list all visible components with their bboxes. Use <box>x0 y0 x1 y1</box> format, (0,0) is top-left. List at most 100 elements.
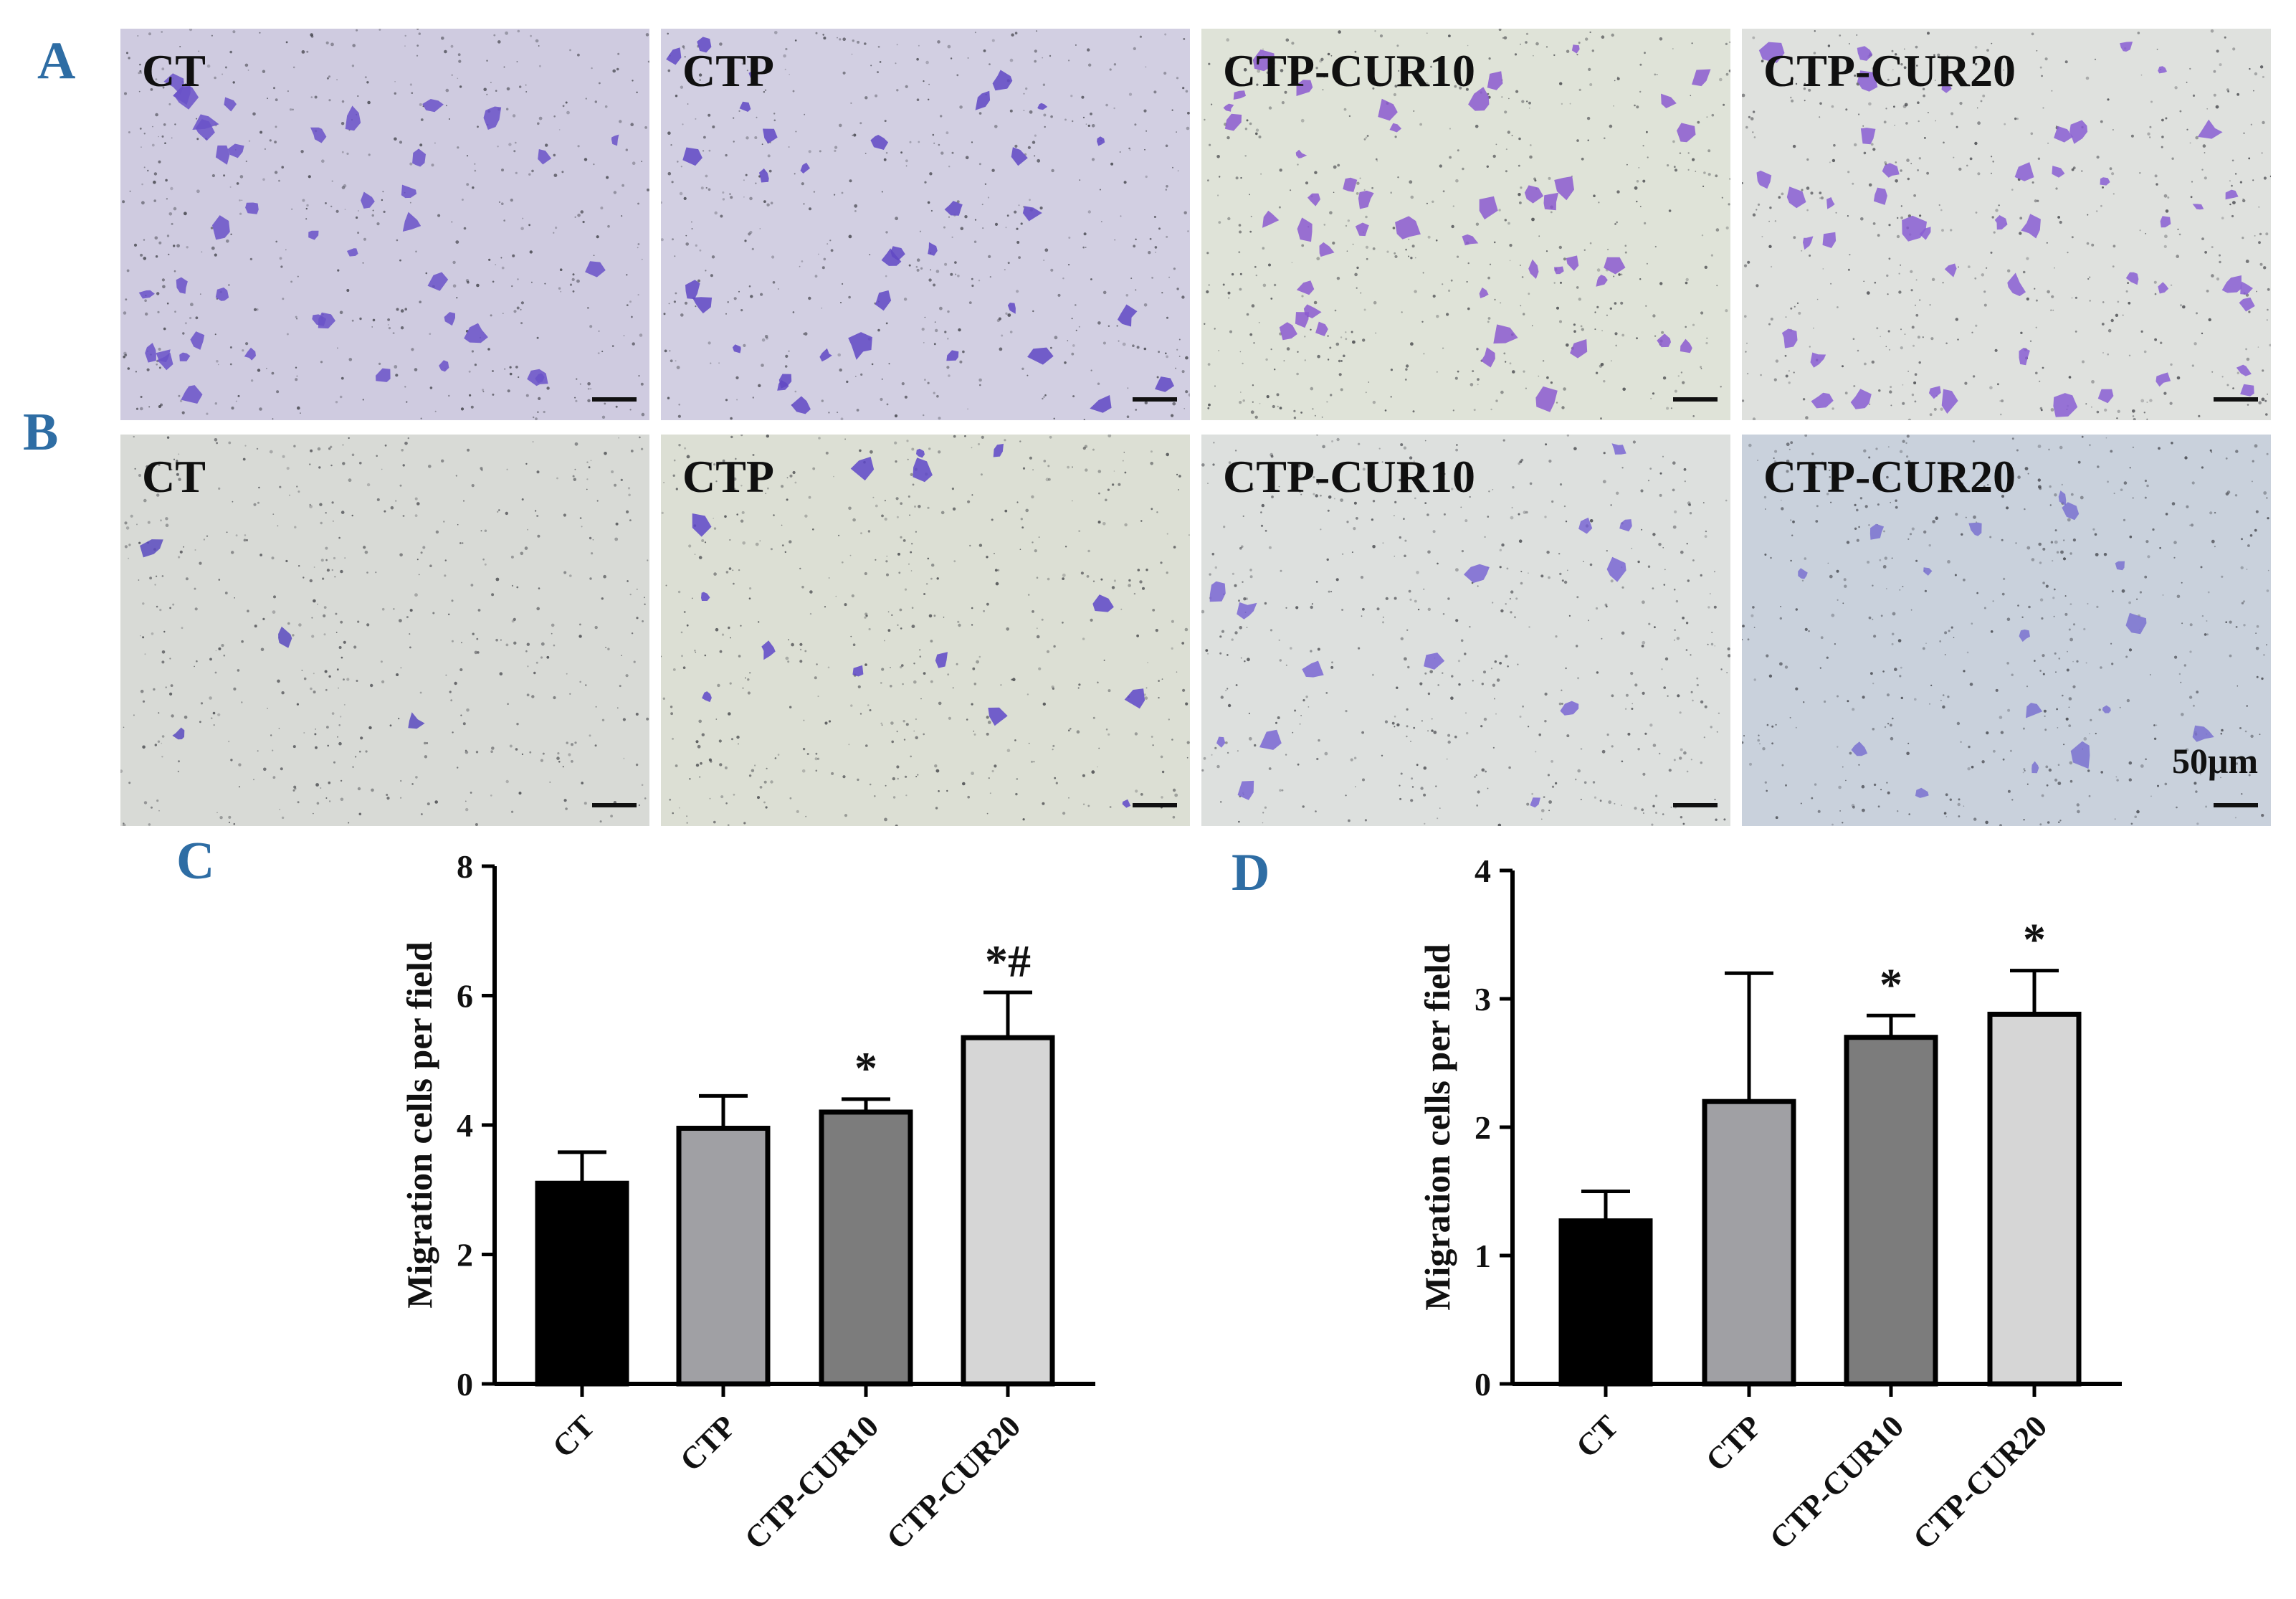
y-tick-label: 2 <box>457 1237 473 1273</box>
stained-cell <box>761 640 776 660</box>
stained-cell <box>852 665 864 677</box>
panel-letter-c: C <box>176 832 215 891</box>
scale-bar <box>2214 803 2258 807</box>
micrograph-label: CT <box>142 451 206 502</box>
stained-cell <box>1803 236 1814 250</box>
stained-cell <box>145 343 156 363</box>
stained-cell <box>2158 282 2169 294</box>
stained-cell <box>2192 204 2204 210</box>
stained-cell <box>2225 189 2239 200</box>
stained-cell <box>2031 761 2039 774</box>
stained-cell <box>1479 196 1498 220</box>
stained-cell <box>1216 736 1226 748</box>
stained-cell <box>318 312 335 329</box>
stained-cell <box>2021 214 2041 239</box>
stained-cell <box>245 202 259 214</box>
stained-cell <box>1224 113 1242 131</box>
stained-cell <box>2240 384 2254 397</box>
stained-cell <box>1097 136 1105 146</box>
micrograph-a-ctp: CTP <box>661 29 1190 420</box>
significance-marker: * <box>1880 959 1902 1010</box>
stained-cell <box>2192 725 2214 742</box>
significance-marker: *# <box>985 936 1031 987</box>
stained-cell <box>1296 80 1313 96</box>
micrograph-texture <box>1201 435 1730 826</box>
stained-cell <box>215 145 230 165</box>
stained-cell <box>1857 46 1873 61</box>
stained-cell <box>1530 797 1540 808</box>
significance-marker: * <box>854 1043 877 1093</box>
stained-cell <box>138 290 155 299</box>
stained-cell <box>179 352 191 361</box>
stained-cell <box>1810 352 1826 368</box>
stained-cell <box>928 242 938 256</box>
stained-cell <box>1606 556 1626 582</box>
stained-cell <box>1209 581 1226 602</box>
stained-cell <box>1535 386 1558 412</box>
stained-cell <box>2221 275 2242 293</box>
stained-cell <box>2054 125 2073 143</box>
stained-cell <box>1657 333 1671 348</box>
stained-cell <box>401 184 417 199</box>
stained-cell <box>848 332 872 360</box>
stained-cell <box>2236 364 2252 376</box>
stained-cell <box>1237 780 1254 800</box>
micrograph-label: CTP-CUR20 <box>1763 451 2016 502</box>
x-tick-label: CTP <box>673 1408 743 1478</box>
x-tick-label: CTP-CUR10 <box>1763 1408 1910 1556</box>
x-tick-label: CTP <box>1699 1408 1768 1478</box>
stained-cell <box>916 448 925 458</box>
stained-cell <box>1468 87 1490 111</box>
y-axis-label: Migration cells per field <box>399 941 439 1309</box>
stained-cell <box>1554 266 1564 275</box>
stained-cell <box>1487 71 1503 90</box>
micrograph-texture <box>1742 29 2271 420</box>
stained-cell <box>1297 217 1313 242</box>
x-tick-label: CT <box>1569 1408 1625 1464</box>
y-tick-label: 4 <box>457 1107 473 1144</box>
stained-cell <box>1528 259 1539 279</box>
bar-ctp-cur20 <box>961 1035 1055 1387</box>
stained-cell <box>1919 227 1931 240</box>
stained-cell <box>1464 564 1490 583</box>
micrograph-texture <box>1204 29 1730 420</box>
stained-cell <box>1479 287 1489 298</box>
micrograph-label: CTP <box>682 451 774 502</box>
stained-cell <box>1343 177 1358 192</box>
y-tick-label: 3 <box>1475 981 1491 1017</box>
bar-ctp-cur20 <box>1987 1011 2082 1387</box>
stained-cell <box>1302 660 1324 678</box>
scale-bar <box>592 803 637 807</box>
x-tick-label: CTP-CUR10 <box>738 1408 885 1556</box>
stained-cell <box>2125 272 2139 285</box>
y-tick-label: 2 <box>1475 1109 1491 1146</box>
stained-cell <box>697 37 712 53</box>
stained-cell <box>1811 392 1834 409</box>
stained-cell <box>1941 389 1958 414</box>
stained-cell <box>748 70 758 78</box>
micrograph-label: CTP-CUR10 <box>1223 45 1475 96</box>
stained-cell <box>988 707 1008 726</box>
bar-ctp-cur10 <box>819 1109 913 1387</box>
stained-cell <box>1092 594 1114 612</box>
stained-cell <box>913 457 933 483</box>
stained-cell <box>1571 44 1580 54</box>
stained-cell <box>227 143 244 158</box>
stained-cell <box>1822 232 1837 248</box>
stained-cell <box>1279 322 1297 341</box>
stained-cell <box>1923 567 1933 576</box>
stained-cell <box>585 261 606 277</box>
stained-cell <box>702 691 712 703</box>
stained-cell <box>408 712 425 729</box>
stained-cell <box>1378 98 1398 121</box>
stained-cell <box>2197 119 2223 139</box>
panel-letter-d: D <box>1232 843 1270 902</box>
stained-cell <box>140 539 163 558</box>
stained-cell <box>1027 347 1054 365</box>
stained-cell <box>1566 255 1579 271</box>
micrograph-b-ctp: CTP <box>661 435 1190 826</box>
stained-cell <box>412 148 426 167</box>
stained-cell <box>345 105 361 131</box>
stained-cell <box>156 349 171 363</box>
stained-cell <box>944 201 963 216</box>
